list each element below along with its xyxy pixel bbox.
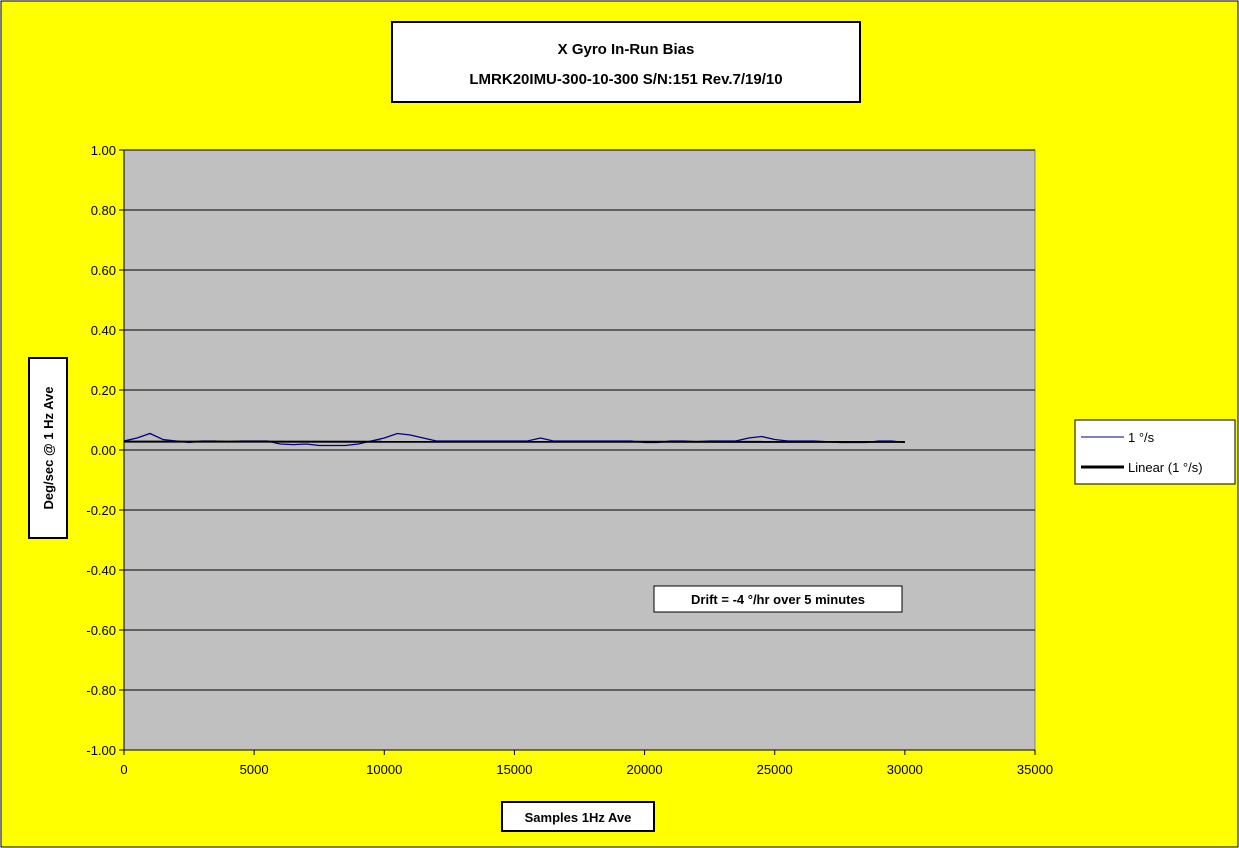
x-tick-label-4: 20000 bbox=[626, 762, 662, 777]
x-axis-title-frame bbox=[501, 801, 655, 832]
x-axis-title: Samples 1Hz Ave bbox=[525, 810, 632, 825]
x-tick-label-7: 35000 bbox=[1017, 762, 1053, 777]
annotation-box: Drift = -4 °/hr over 5 minutes bbox=[653, 585, 903, 613]
y-axis-title: Deg/sec @ 1 Hz Ave bbox=[41, 387, 56, 510]
y-tick-label-2: 0.60 bbox=[91, 263, 116, 278]
title-line-1: X Gyro In-Run Bias bbox=[558, 41, 695, 58]
y-tick-label-5: 0.00 bbox=[91, 443, 116, 458]
x-tick-label-2: 10000 bbox=[366, 762, 402, 777]
axes bbox=[119, 149, 1036, 755]
y-tick-label-0: 1.00 bbox=[91, 143, 116, 158]
y-tick-label-7: -0.40 bbox=[86, 563, 116, 578]
legend-frame bbox=[1074, 419, 1236, 485]
y-axis-title-frame bbox=[28, 357, 68, 539]
legend-label-trendline: Linear (1 °/s) bbox=[1128, 460, 1203, 475]
title-frame bbox=[391, 21, 861, 103]
x-axis-title-box: Samples 1Hz Ave bbox=[501, 801, 655, 832]
y-tick-label-3: 0.40 bbox=[91, 323, 116, 338]
x-tick-label-5: 25000 bbox=[757, 762, 793, 777]
gridlines bbox=[124, 149, 1035, 751]
y-tick-label-1: 0.80 bbox=[91, 203, 116, 218]
annotation-text: Drift = -4 °/hr over 5 minutes bbox=[691, 592, 865, 607]
y-tick-label-4: 0.20 bbox=[91, 383, 116, 398]
y-tick-label-8: -0.60 bbox=[86, 623, 116, 638]
y-tick-labels: 1.00 0.80 0.60 0.40 0.20 0.00 -0.20 -0.40 -0.60 -… bbox=[86, 143, 116, 758]
title-line-2: LMRK20IMU-300-10-300 S/N:151 Rev.7/19/10 bbox=[469, 71, 782, 88]
x-tick-label-1: 5000 bbox=[240, 762, 269, 777]
chart-title-box: X Gyro In-Run Bias LMRK20IMU-300-10-300 … bbox=[391, 21, 861, 103]
y-tick-label-10: -1.00 bbox=[86, 743, 116, 758]
y-tick-label-9: -0.80 bbox=[86, 683, 116, 698]
x-tick-label-3: 15000 bbox=[496, 762, 532, 777]
y-axis-title-box: Deg/sec @ 1 Hz Ave bbox=[28, 357, 68, 539]
x-tick-labels: 0 5000 10000 15000 20000 25000 30000 35000 bbox=[120, 762, 1053, 777]
series-group bbox=[123, 432, 905, 447]
annotation-frame bbox=[653, 585, 903, 613]
legend-label-series: 1 °/s bbox=[1128, 430, 1155, 445]
x-tick-label-6: 30000 bbox=[887, 762, 923, 777]
y-tick-label-6: -0.20 bbox=[86, 503, 116, 518]
x-tick-label-0: 0 bbox=[120, 762, 127, 777]
legend: 1 °/s Linear (1 °/s) bbox=[1074, 419, 1236, 485]
